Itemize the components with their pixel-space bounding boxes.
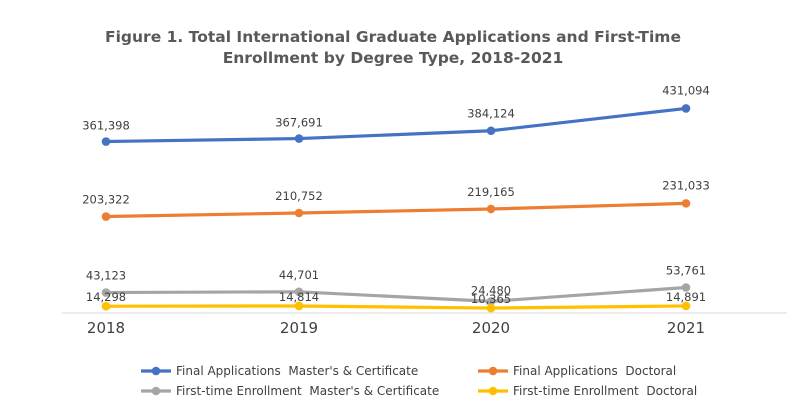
data-label-series-4-2021: 14,891 bbox=[666, 290, 706, 304]
series-2-point-2021 bbox=[681, 199, 691, 208]
data-label-series-2-2021: 231,033 bbox=[662, 178, 710, 192]
data-label-series-2-2019: 210,752 bbox=[275, 189, 323, 203]
x-axis-tick-labels: 2018 2019 2020 2021 bbox=[87, 319, 705, 337]
data-label-series-1-2020: 384,124 bbox=[467, 107, 515, 121]
series-2-point-2019 bbox=[294, 208, 304, 218]
legend-swatch-marker bbox=[151, 366, 161, 376]
legend-item-2: Final Applications Doctoral bbox=[478, 364, 676, 378]
series-1 bbox=[101, 104, 691, 146]
data-label-series-4-2019: 14,814 bbox=[279, 290, 319, 304]
legend-label: Final Applications Doctoral bbox=[513, 364, 676, 378]
chart-title: Figure 1. Total International Graduate A… bbox=[105, 28, 681, 67]
series-3-point-2021 bbox=[681, 283, 691, 292]
series-4-point-2021 bbox=[681, 301, 691, 311]
x-tick-label-2020: 2020 bbox=[472, 319, 510, 337]
data-label-series-1-2021: 431,094 bbox=[662, 83, 710, 97]
data-label-series-2-2020: 219,165 bbox=[467, 185, 515, 199]
series-4-line bbox=[104, 304, 688, 310]
data-label-series-3-2021: 53,761 bbox=[666, 263, 706, 277]
series-3-point-2020 bbox=[486, 297, 496, 306]
data-label-series-3-2019: 44,701 bbox=[279, 268, 319, 282]
series-3-point-2019 bbox=[294, 287, 304, 297]
legend-swatch-marker bbox=[151, 386, 161, 396]
data-label-series-4-2018: 14,298 bbox=[86, 290, 126, 304]
series-1-point-2018 bbox=[101, 137, 111, 146]
series-2 bbox=[101, 199, 691, 221]
legend-label: First-time Enrollment Master's & Certifi… bbox=[176, 384, 439, 398]
series-4-point-2020 bbox=[486, 303, 496, 313]
data-labels-group: 361,398 367,691 384,124 431,094 203,322 210,7… bbox=[82, 83, 710, 306]
series-2-point-2018 bbox=[101, 212, 111, 221]
series-4 bbox=[101, 301, 691, 313]
series-1-point-2019 bbox=[294, 134, 304, 143]
legend-item-4: First-time Enrollment Doctoral bbox=[478, 384, 697, 398]
data-label-series-4-2020: 10,365 bbox=[471, 292, 511, 306]
series-1-line bbox=[104, 106, 688, 144]
series-4-point-2019 bbox=[294, 301, 304, 311]
data-label-series-2-2018: 203,322 bbox=[82, 193, 130, 207]
legend-swatch-marker bbox=[488, 366, 498, 376]
series-2-line bbox=[104, 201, 688, 219]
legend-item-3: First-time Enrollment Master's & Certifi… bbox=[141, 384, 439, 398]
series-4-point-2018 bbox=[101, 301, 111, 311]
legend-item-1: Final Applications Master's & Certificat… bbox=[141, 364, 418, 378]
legend-label: Final Applications Master's & Certificat… bbox=[176, 364, 418, 378]
x-tick-label-2019: 2019 bbox=[280, 319, 318, 337]
chart-title-line-1: Figure 1. Total International Graduate A… bbox=[105, 28, 681, 46]
data-label-series-1-2018: 361,398 bbox=[82, 119, 130, 133]
series-1-point-2021 bbox=[681, 104, 691, 113]
series-3-line bbox=[104, 285, 688, 303]
data-label-series-1-2019: 367,691 bbox=[275, 116, 323, 130]
legend-swatch-marker bbox=[488, 386, 498, 396]
series-1-point-2020 bbox=[486, 126, 496, 136]
series-2-point-2020 bbox=[486, 204, 496, 214]
chart-title-line-2: Enrollment by Degree Type, 2018-2021 bbox=[223, 49, 564, 67]
series-group bbox=[101, 104, 691, 313]
data-label-series-3-2018: 43,123 bbox=[86, 269, 126, 283]
series-3-point-2018 bbox=[101, 288, 111, 297]
x-tick-label-2018: 2018 bbox=[87, 319, 125, 337]
legend: Final Applications Master's & Certificat… bbox=[141, 364, 697, 398]
x-tick-label-2021: 2021 bbox=[667, 319, 705, 337]
data-label-series-3-2020: 24,480 bbox=[471, 283, 511, 297]
legend-label: First-time Enrollment Doctoral bbox=[513, 384, 697, 398]
series-3 bbox=[101, 283, 691, 306]
